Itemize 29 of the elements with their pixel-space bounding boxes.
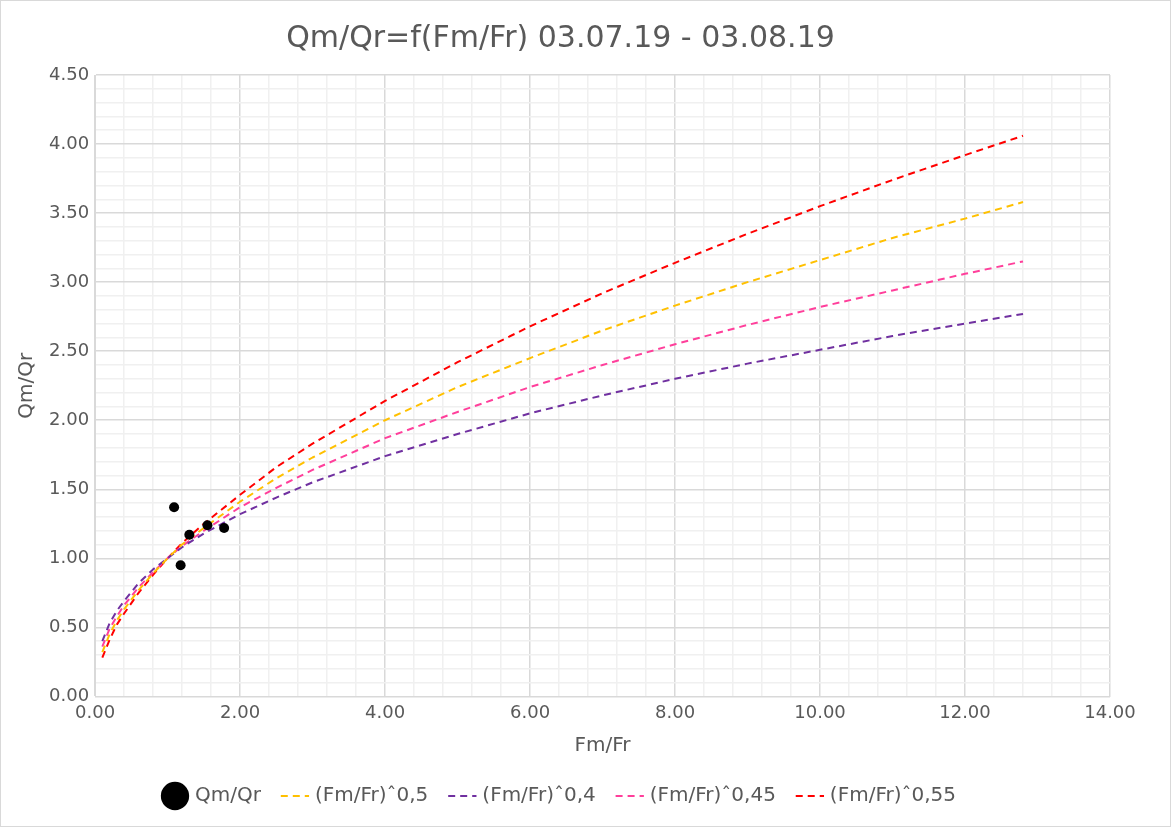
x-tick-label: 4.00 bbox=[365, 700, 406, 722]
point bbox=[219, 522, 230, 533]
x-tick-label: 12.00 bbox=[939, 700, 991, 722]
y-tick-label: 4.50 bbox=[49, 62, 90, 84]
x-tick-label: 2.00 bbox=[220, 700, 261, 722]
x-tick-label: 10.00 bbox=[794, 700, 846, 722]
x-tick-label: 8.00 bbox=[654, 700, 696, 722]
y-tick-label: 2.50 bbox=[49, 338, 90, 360]
legend-label: (Fm/Fr)ˆ0,4 bbox=[482, 782, 596, 807]
point bbox=[184, 529, 195, 540]
y-tick-label: 0.50 bbox=[49, 615, 90, 637]
chart-title: Qm/Qr=f(Fm/Fr) 03.07.19 - 03.08.19 bbox=[286, 18, 835, 54]
y-tick-label: 3.00 bbox=[49, 269, 90, 291]
y-tick-label: 2.00 bbox=[49, 407, 90, 429]
y-tick-label: 4.00 bbox=[49, 131, 90, 153]
point bbox=[169, 502, 180, 513]
legend-label: (Fm/Fr)ˆ0,55 bbox=[829, 782, 957, 807]
y-axis-title: Qm/Qr bbox=[13, 351, 38, 419]
point bbox=[175, 560, 186, 571]
x-tick-label: 6.00 bbox=[510, 700, 551, 722]
y-tick-label: 1.50 bbox=[49, 476, 90, 498]
point bbox=[202, 520, 213, 531]
y-tick-label: 1.00 bbox=[49, 545, 90, 567]
legend-label: Qm/Qr bbox=[195, 782, 262, 807]
legend-label: (Fm/Fr)ˆ0,45 bbox=[649, 782, 776, 807]
legend-label: (Fm/Fr)ˆ0,5 bbox=[314, 782, 429, 807]
y-tick-label: 3.50 bbox=[49, 200, 90, 222]
x-tick-label: 14.00 bbox=[1084, 700, 1136, 722]
x-axis-title: Fm/Fr bbox=[574, 732, 632, 757]
